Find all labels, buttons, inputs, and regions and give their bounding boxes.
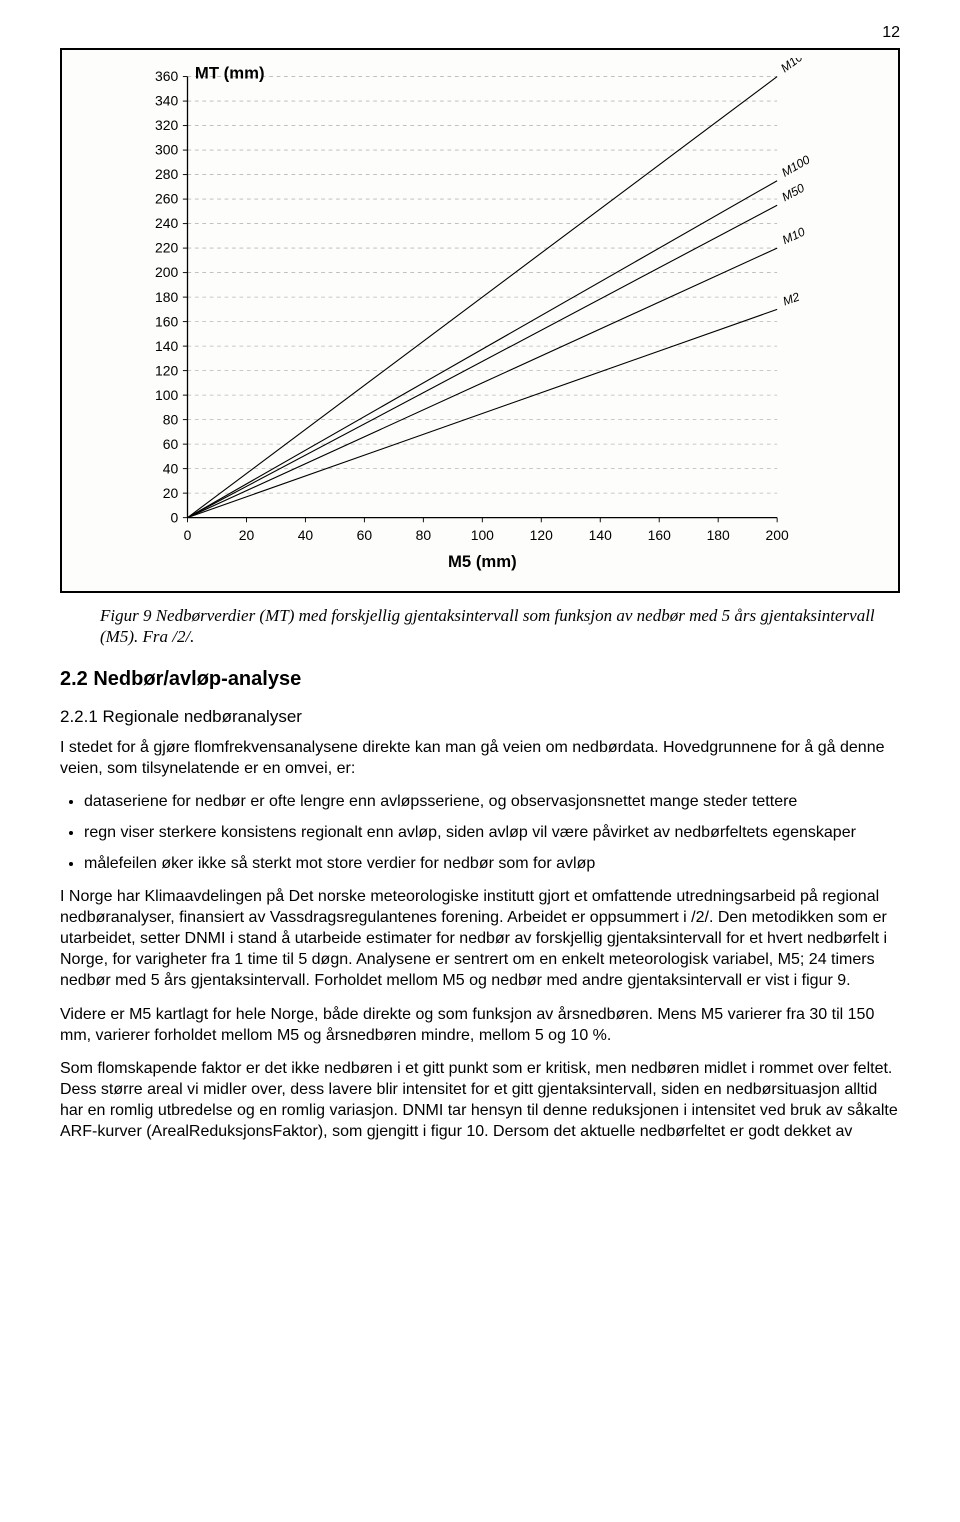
svg-text:0: 0: [184, 527, 192, 543]
svg-text:180: 180: [155, 289, 178, 305]
svg-text:300: 300: [155, 142, 178, 158]
paragraph-body: Videre er M5 kartlagt for hele Norge, bå…: [60, 1004, 900, 1046]
svg-text:320: 320: [155, 117, 178, 133]
list-item: regn viser sterkere konsistens regionalt…: [84, 822, 900, 843]
svg-text:340: 340: [155, 93, 178, 109]
svg-text:160: 160: [648, 527, 671, 543]
svg-text:60: 60: [163, 436, 179, 452]
paragraph-body: I Norge har Klimaavdelingen på Det norsk…: [60, 886, 900, 992]
svg-text:140: 140: [589, 527, 612, 543]
page-number: 12: [60, 24, 900, 42]
svg-text:180: 180: [707, 527, 730, 543]
svg-text:260: 260: [155, 191, 178, 207]
svg-text:200: 200: [155, 264, 178, 280]
svg-text:140: 140: [155, 338, 178, 354]
svg-text:40: 40: [298, 527, 314, 543]
mt-m5-chart: 0204060801001201401601802002202402602803…: [70, 58, 890, 578]
reasons-list: dataseriene for nedbør er ofte lengre en…: [60, 791, 900, 874]
svg-text:200: 200: [766, 527, 789, 543]
svg-text:160: 160: [155, 313, 178, 329]
svg-text:20: 20: [163, 485, 179, 501]
svg-text:M5 (mm): M5 (mm): [448, 552, 517, 571]
svg-text:120: 120: [155, 362, 178, 378]
svg-text:MT (mm): MT (mm): [195, 63, 265, 82]
svg-text:80: 80: [416, 527, 432, 543]
svg-text:240: 240: [155, 215, 178, 231]
svg-text:220: 220: [155, 240, 178, 256]
chart-container: 0204060801001201401601802002202402602803…: [60, 48, 900, 593]
svg-text:100: 100: [155, 387, 178, 403]
svg-text:120: 120: [530, 527, 553, 543]
svg-text:60: 60: [357, 527, 373, 543]
svg-text:80: 80: [163, 411, 179, 427]
list-item: dataseriene for nedbør er ofte lengre en…: [84, 791, 900, 812]
svg-text:20: 20: [239, 527, 255, 543]
svg-text:0: 0: [170, 509, 178, 525]
svg-text:280: 280: [155, 166, 178, 182]
paragraph-body: Som flomskapende faktor er det ikke nedb…: [60, 1058, 900, 1142]
svg-text:100: 100: [471, 527, 494, 543]
svg-text:40: 40: [163, 460, 179, 476]
paragraph-intro: I stedet for å gjøre flomfrekvensanalyse…: [60, 737, 900, 779]
svg-text:360: 360: [155, 68, 178, 84]
list-item: målefeilen øker ikke så sterkt mot store…: [84, 853, 900, 874]
section-heading-2-2: 2.2 Nedbør/avløp-analyse: [60, 668, 900, 691]
figure-caption: Figur 9 Nedbørverdier (MT) med forskjell…: [100, 605, 900, 648]
section-heading-2-2-1: 2.2.1 Regionale nedbøranalyser: [60, 707, 900, 727]
